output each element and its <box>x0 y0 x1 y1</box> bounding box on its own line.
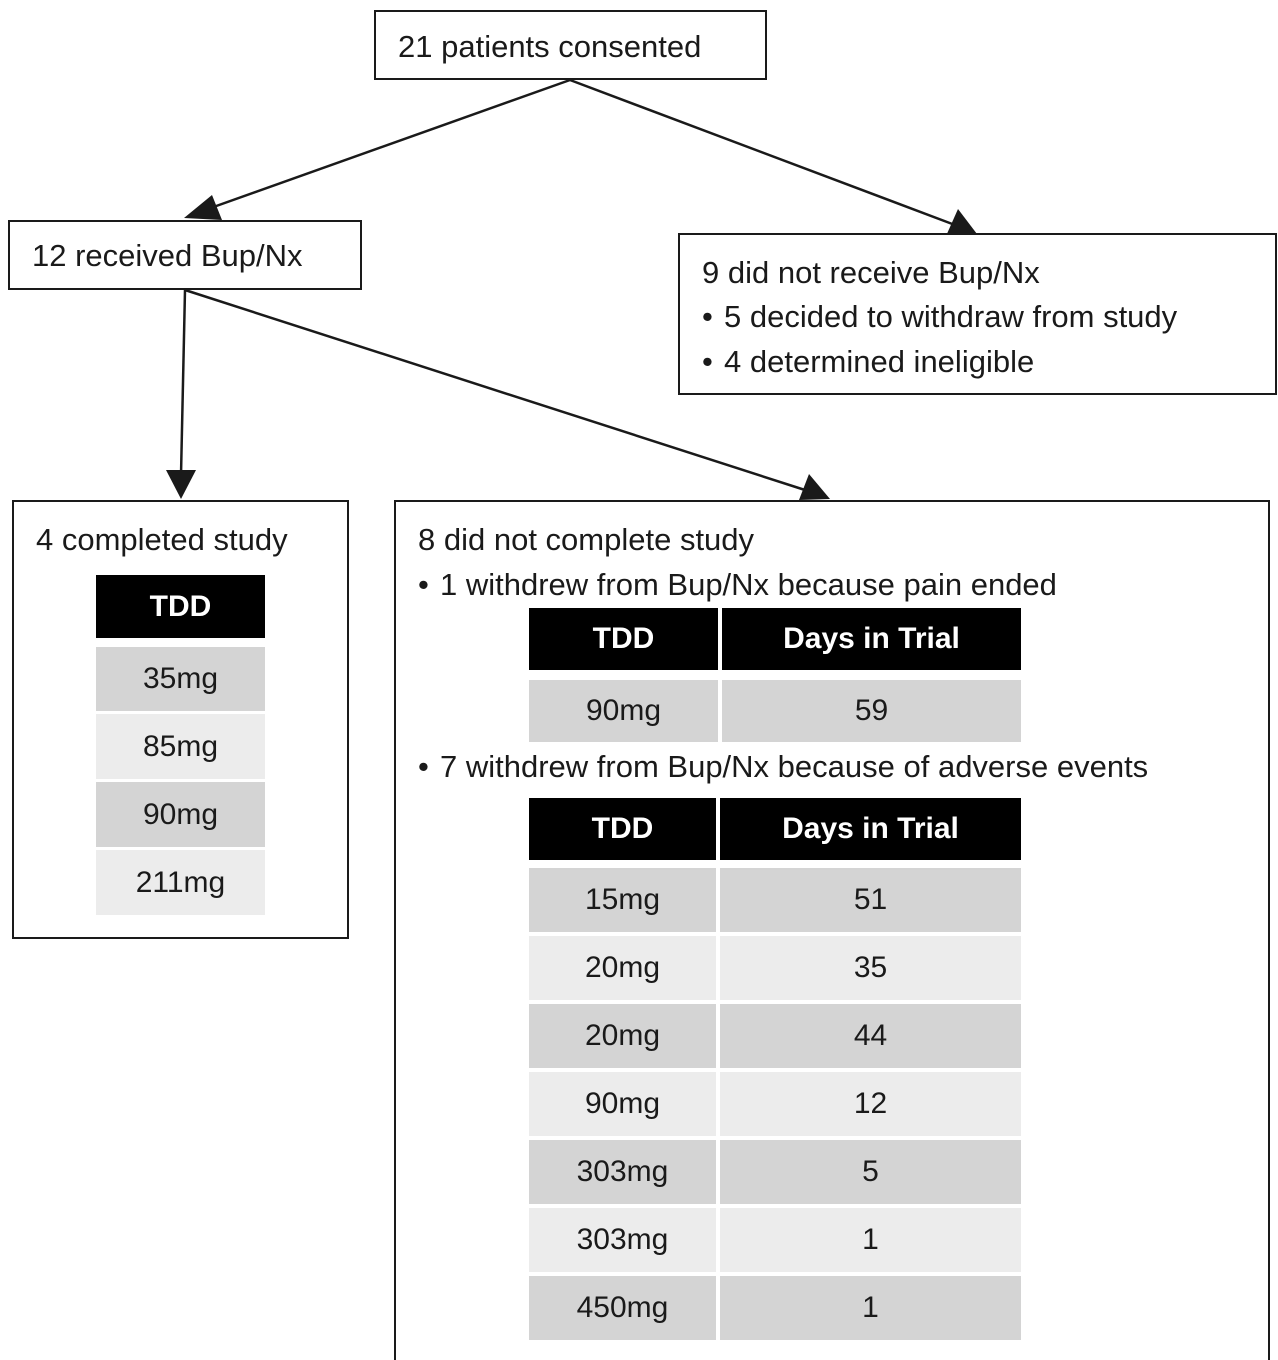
arrow-consented-to-not-received <box>569 78 956 227</box>
completed-table: TDD 35mg 85mg 90mg 211mg <box>96 575 265 915</box>
group1-header-days: Days in Trial <box>722 608 1021 670</box>
not-completed-box: 8 did not complete study • 1 withdrew fro… <box>394 500 1270 1360</box>
group2-cell-tdd: 15mg <box>529 868 716 932</box>
group2-cell-tdd: 303mg <box>529 1208 716 1272</box>
group2-cell-days: 1 <box>720 1208 1021 1272</box>
received-box: 12 received Bup/Nx <box>8 220 362 290</box>
completed-box: 4 completed study TDD 35mg 85mg 90mg 211… <box>12 500 349 939</box>
group1-cell-tdd: 90mg <box>529 680 718 742</box>
not-completed-label: 8 did not complete study <box>418 522 755 557</box>
group1-header-tdd: TDD <box>529 608 718 670</box>
group2-cell-days: 1 <box>720 1276 1021 1340</box>
group2-cell-tdd: 20mg <box>529 936 716 1000</box>
consented-label: 21 patients consented <box>398 29 702 64</box>
group1-table: TDD Days in Trial 90mg 59 <box>529 608 1022 742</box>
arrowhead-not-completed <box>799 474 830 500</box>
completed-row-cell: 35mg <box>96 647 265 711</box>
not-received-label: 9 did not receive Bup/Nx <box>702 255 1040 290</box>
group2-cell-tdd: 90mg <box>529 1072 716 1136</box>
not-completed-group1-label: • 1 withdrew from Bup/Nx because pain end… <box>418 567 1057 602</box>
completed-row-cell: 85mg <box>96 714 265 779</box>
completed-row-cell: 90mg <box>96 782 265 847</box>
group2-rows: 15mg 51 20mg 35 20mg 44 90mg 12 303mg 5 303mg 1 450m… <box>529 868 1022 1340</box>
arrow-consented-to-received <box>204 78 571 212</box>
group2-cell-days: 5 <box>720 1140 1021 1204</box>
received-label: 12 received Bup/Nx <box>32 238 303 273</box>
group2-row: 15mg 51 <box>529 868 1022 932</box>
arrow-received-to-completed <box>179 289 187 476</box>
group2-header-tdd: TDD <box>529 798 716 860</box>
not-received-bullet-1: • 5 decided to withdraw from study <box>702 299 1178 334</box>
group2-row: 450mg 1 <box>529 1276 1022 1340</box>
not-completed-group2-label: • 7 withdrew from Bup/Nx because of adver… <box>418 749 1149 784</box>
group2-row: 20mg 35 <box>529 936 1022 1000</box>
arrowhead-received <box>184 195 222 220</box>
group1-cell-days: 59 <box>722 680 1021 742</box>
group2-row: 303mg 1 <box>529 1208 1022 1272</box>
completed-row-cell: 211mg <box>96 850 265 915</box>
arrow-received-to-not-completed <box>184 288 806 492</box>
not-received-bullet-2: • 4 determined ineligible <box>702 344 1035 379</box>
group2-row: 90mg 12 <box>529 1072 1022 1136</box>
arrowhead-completed <box>166 470 196 499</box>
consented-box: 21 patients consented <box>374 10 767 80</box>
arrowhead-not-received <box>946 209 977 236</box>
group2-cell-days: 44 <box>720 1004 1021 1068</box>
group2-table: TDD Days in Trial 15mg 51 20mg 35 20mg 44 90mg… <box>529 798 1022 1340</box>
group2-cell-days: 35 <box>720 936 1021 1000</box>
completed-table-header-tdd: TDD <box>96 575 265 638</box>
group2-cell-tdd: 20mg <box>529 1004 716 1068</box>
group2-cell-tdd: 450mg <box>529 1276 716 1340</box>
group2-cell-days: 51 <box>720 868 1021 932</box>
group2-header-days: Days in Trial <box>720 798 1021 860</box>
group2-row: 303mg 5 <box>529 1140 1022 1204</box>
completed-label: 4 completed study <box>36 522 288 557</box>
group2-cell-days: 12 <box>720 1072 1021 1136</box>
group2-row: 20mg 44 <box>529 1004 1022 1068</box>
not-received-box: 9 did not receive Bup/Nx • 5 decided to w… <box>678 233 1277 395</box>
group2-cell-tdd: 303mg <box>529 1140 716 1204</box>
